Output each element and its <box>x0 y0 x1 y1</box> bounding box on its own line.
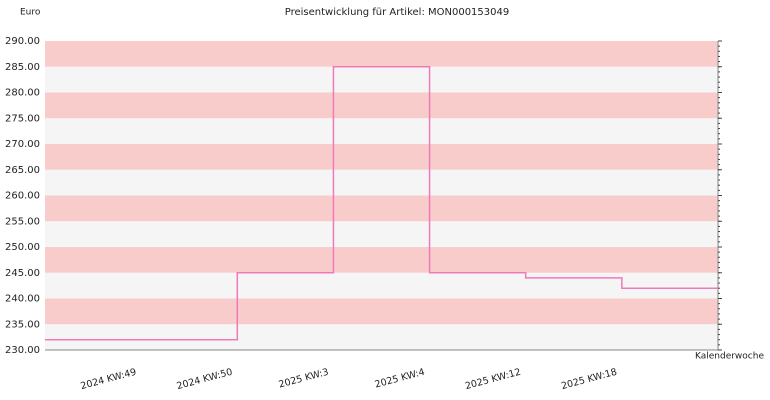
x-tick-label: 2024 KW:49 <box>79 367 137 392</box>
y-tick-label: 230.00 <box>5 345 40 356</box>
y-tick-label: 240.00 <box>5 294 40 305</box>
x-tick-label: 2025 KW:12 <box>464 367 522 392</box>
band <box>45 118 718 144</box>
y-tick-label: 250.00 <box>5 242 40 253</box>
step-line <box>45 66 718 341</box>
band <box>45 247 718 273</box>
y-axis-label: Euro <box>20 8 41 18</box>
band <box>45 324 718 350</box>
band <box>45 298 718 325</box>
band <box>45 221 718 247</box>
band <box>45 41 718 67</box>
chart-title: Preisentwicklung für Artikel: MON0001530… <box>285 7 509 18</box>
band <box>45 272 718 299</box>
x-tick-label: 2025 KW:18 <box>560 367 618 392</box>
x-axis-label: Kalenderwoche <box>695 352 764 362</box>
band <box>45 195 718 222</box>
y-tick-label: 270.00 <box>5 139 40 150</box>
y-tick-label: 245.00 <box>5 268 40 279</box>
band <box>45 66 718 93</box>
y-tick-label: 275.00 <box>5 113 40 124</box>
x-tick-label: 2024 KW:50 <box>176 367 234 392</box>
y-tick-label: 290.00 <box>5 36 40 47</box>
y-tick-label: 285.00 <box>5 62 40 73</box>
y-tick-label: 280.00 <box>5 88 40 99</box>
x-tick-label: 2025 KW:4 <box>374 367 426 391</box>
band <box>45 144 718 170</box>
y-tick-label: 260.00 <box>5 191 40 202</box>
y-tick-label: 265.00 <box>5 165 40 176</box>
y-tick-label: 255.00 <box>5 216 40 227</box>
band <box>45 169 718 196</box>
band <box>45 92 718 119</box>
y-tick-label: 235.00 <box>5 319 40 330</box>
x-tick-label: 2025 KW:3 <box>278 367 330 391</box>
